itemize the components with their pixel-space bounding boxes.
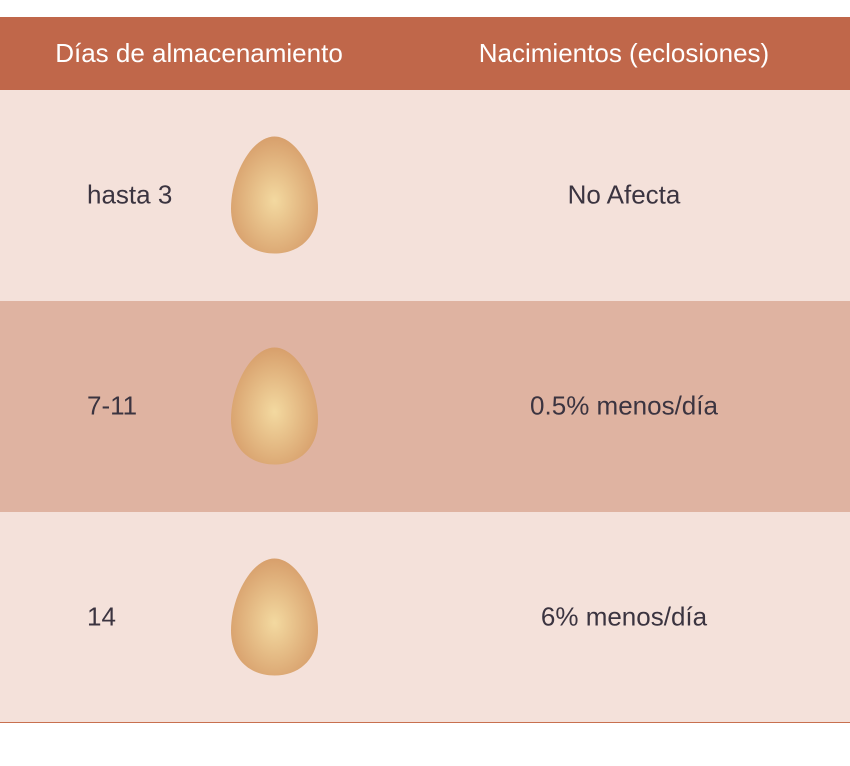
egg-icon — [231, 558, 318, 676]
egg-icon — [231, 347, 318, 465]
hatch-cell: 6% menos/día — [540, 601, 708, 632]
header-hatch: Nacimientos (eclosiones) — [478, 38, 770, 68]
table-row: hasta 3 No Afecta — [0, 90, 850, 301]
hatch-cell: 0.5% menos/día — [530, 390, 718, 421]
table-header: Días de almacenamiento Nacimientos (eclo… — [0, 17, 850, 90]
table-row: 14 6% menos/día — [0, 512, 850, 723]
days-cell: 7-11 — [87, 390, 138, 421]
egg-icon — [231, 136, 318, 254]
hatch-cell: No Afecta — [567, 179, 681, 210]
storage-hatch-table: Días de almacenamiento Nacimientos (eclo… — [0, 17, 850, 723]
days-cell: 14 — [87, 601, 116, 632]
table-row: 7-11 0.5% menos/día — [0, 301, 850, 512]
header-days: Días de almacenamiento — [55, 38, 343, 68]
days-cell: hasta 3 — [87, 179, 173, 210]
